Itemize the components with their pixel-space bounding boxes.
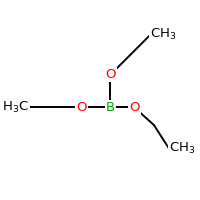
Text: O: O [129, 101, 140, 114]
Text: CH$_3$: CH$_3$ [150, 27, 177, 42]
Text: B: B [106, 101, 115, 114]
Text: O: O [105, 68, 116, 81]
Text: H$_3$C: H$_3$C [2, 100, 29, 115]
Text: O: O [76, 101, 87, 114]
Text: CH$_3$: CH$_3$ [169, 141, 195, 156]
